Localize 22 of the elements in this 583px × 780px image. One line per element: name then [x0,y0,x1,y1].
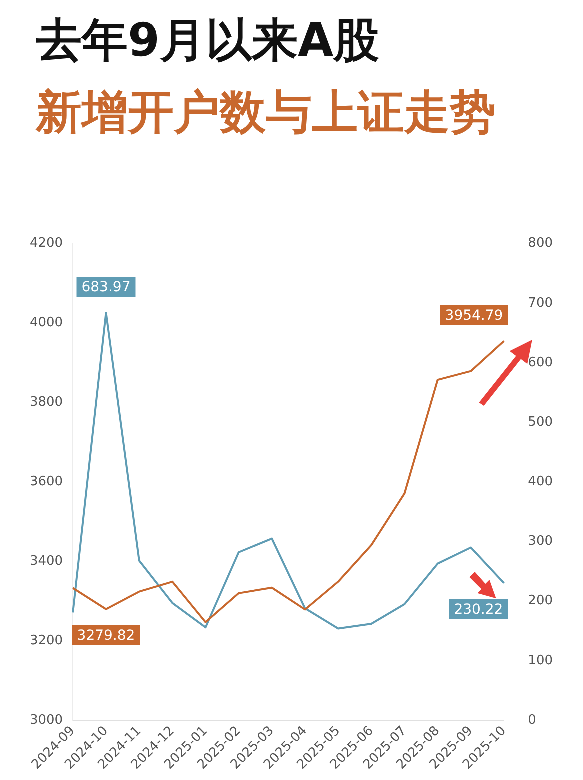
chart-title: 去年9月以来A股 [36,12,380,68]
y-tick-label: 3600 [30,474,64,490]
y2-tick-label: 0 [528,712,536,728]
y2-tick-label: 800 [528,236,554,252]
y2-tick-label: 600 [528,355,554,370]
y2-tick-label: 400 [528,474,554,490]
data-label: 230.22 [454,602,504,618]
data-label: 3279.82 [77,628,136,644]
y-tick-label: 4000 [30,316,64,331]
y2-tick-label: 100 [528,653,554,668]
y2-tick-label: 200 [528,594,554,609]
y2-tick-label: 300 [528,534,554,550]
data-label: 3954.79 [445,308,504,324]
y-tick-label: 3200 [30,633,64,648]
y2-tick-label: 700 [528,296,554,311]
y2-tick-label: 500 [528,414,554,430]
y-tick-label: 4200 [30,236,64,252]
data-label: 683.97 [82,280,131,296]
chart-subtitle: 新增开户数与上证走势 [36,84,496,140]
y-tick-label: 3000 [30,712,64,728]
y-tick-label: 3400 [30,554,64,570]
y-tick-label: 3800 [30,395,64,410]
